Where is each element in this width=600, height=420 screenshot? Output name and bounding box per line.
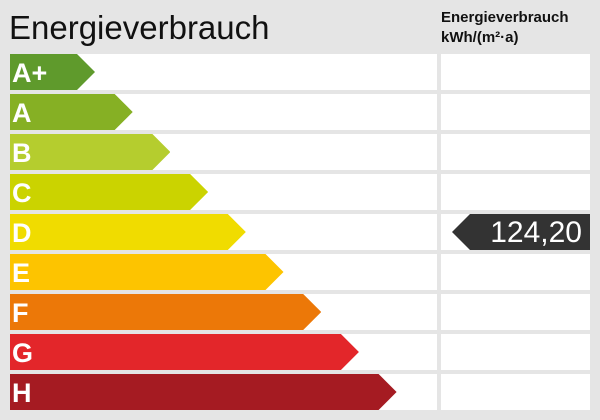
class-arrow-A+	[10, 54, 95, 90]
class-arrow-C	[10, 174, 209, 210]
class-label-C: C	[12, 178, 32, 208]
class-label-A+: A+	[12, 58, 48, 88]
class-label-A: A	[12, 98, 32, 128]
class-arrow-A	[10, 94, 133, 130]
value-cell-F	[441, 294, 590, 330]
value-cell-G	[441, 334, 590, 370]
unit-line2: kWh/(m²·a)	[441, 29, 519, 46]
class-label-G: G	[12, 338, 34, 368]
class-label-F: F	[12, 298, 29, 328]
value-cell-C	[441, 174, 590, 210]
class-label-D: D	[12, 218, 32, 248]
class-arrow-G	[10, 334, 359, 370]
value-cell-B	[441, 134, 590, 170]
class-label-E: E	[12, 258, 31, 288]
value-cell-E	[441, 254, 590, 290]
class-arrow-F	[10, 294, 322, 330]
class-label-H: H	[12, 378, 32, 408]
value-cell-H	[441, 374, 590, 410]
chart-title: Energieverbrauch	[9, 9, 270, 46]
class-arrow-D	[10, 214, 246, 250]
value-cell-A	[441, 94, 590, 130]
class-arrow-B	[10, 134, 171, 170]
unit-line1: Energieverbrauch	[441, 9, 569, 26]
class-arrow-E	[10, 254, 284, 290]
value-text: 124,20	[490, 216, 582, 249]
value-cell-A+	[441, 54, 590, 90]
unit-label: Energieverbrauch kWh/(m²·a)	[441, 8, 569, 48]
value-marker: 124,20	[452, 214, 590, 250]
class-arrow-H	[10, 374, 397, 410]
class-label-B: B	[12, 138, 32, 168]
